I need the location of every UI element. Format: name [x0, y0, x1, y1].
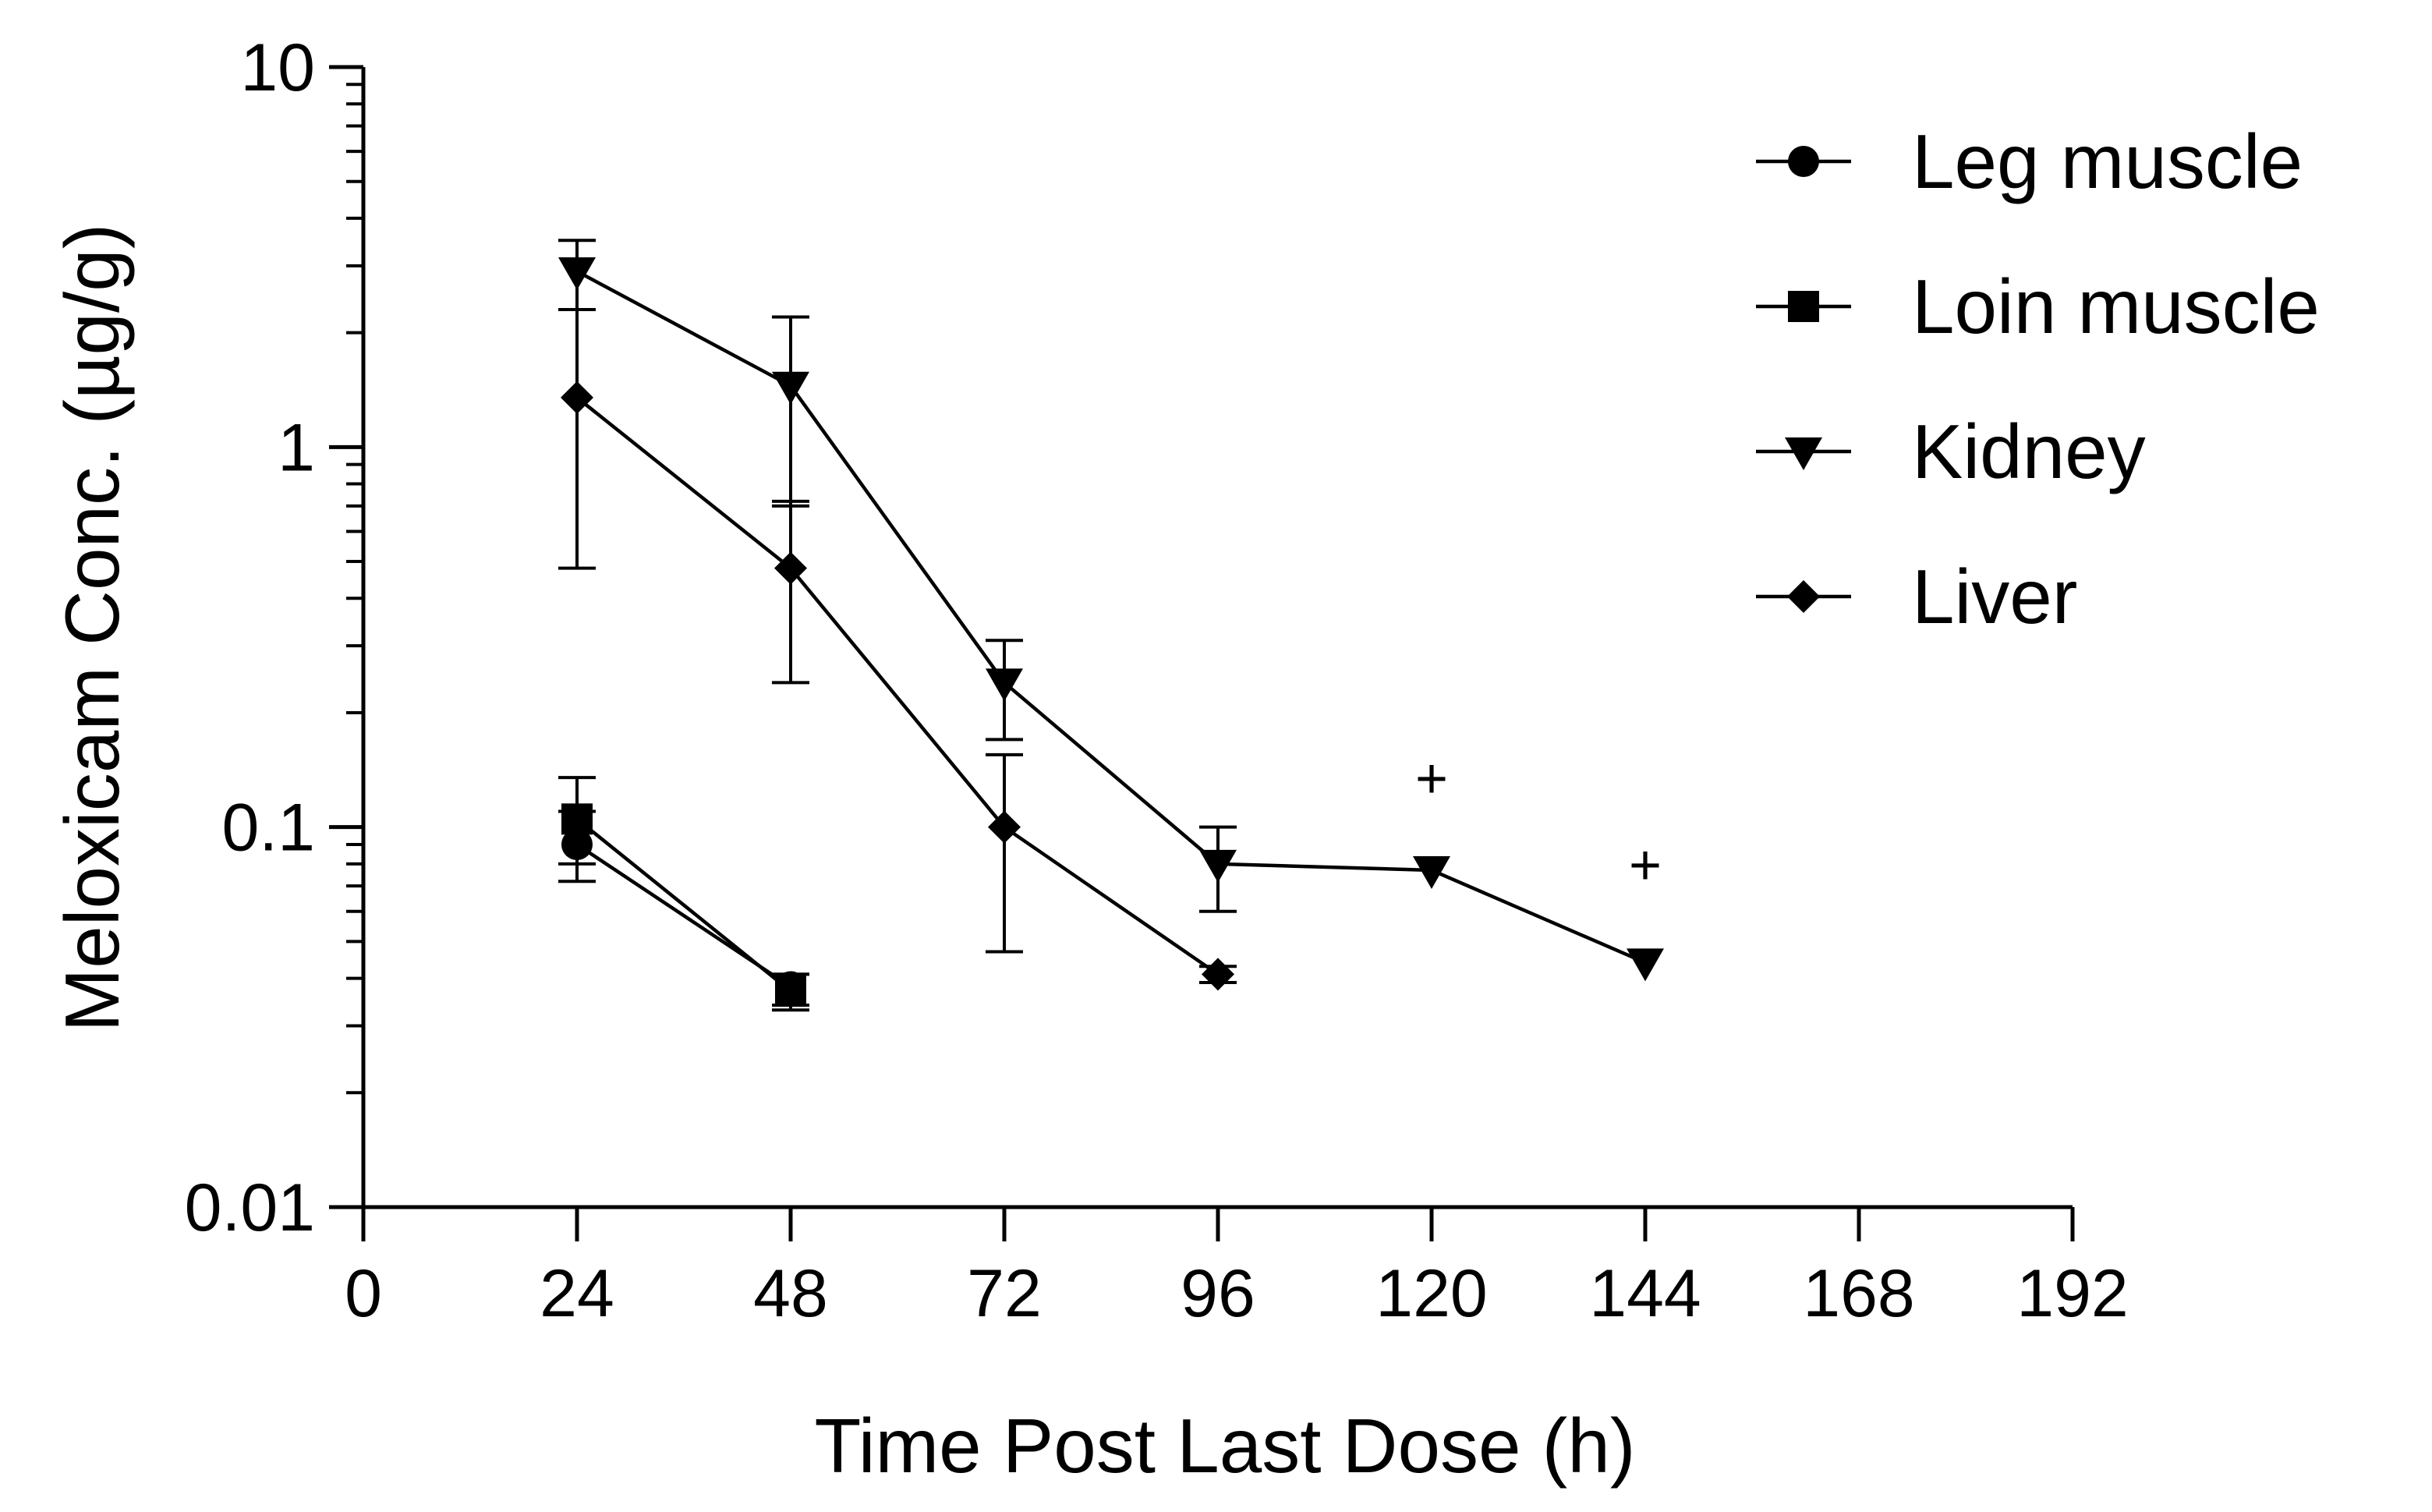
legend: Leg muscle Loin muscle Kidney Liver [1756, 119, 2320, 639]
annotation-plus: + [1629, 834, 1662, 897]
liver-point [1202, 958, 1234, 991]
ticks: 0.01 0.1 1 10 0 24 48 72 96 120 144 168 192 [185, 30, 2129, 1331]
legend-item-loin-muscle: Loin muscle [1756, 264, 2320, 349]
x-tick-label: 120 [1375, 1256, 1488, 1331]
legend-marker-leg-muscle [1788, 146, 1819, 177]
x-tick-label: 48 [753, 1256, 828, 1331]
kidney-point [986, 668, 1023, 702]
legend-item-liver: Liver [1756, 554, 2077, 639]
legend-label: Loin muscle [1912, 264, 2320, 349]
x-tick-label: 168 [1803, 1256, 1915, 1331]
series-layer [558, 239, 1664, 1012]
legend-label: Leg muscle [1912, 119, 2303, 204]
axes [361, 67, 2073, 1209]
liver-point [774, 551, 807, 585]
liver-point [988, 810, 1021, 844]
annotation-plus: + [1415, 748, 1448, 810]
legend-label: Kidney [1912, 409, 2146, 494]
y-tick-label: 10 [240, 30, 315, 105]
y-tick-label: 0.01 [185, 1170, 315, 1245]
series-liver [558, 308, 1237, 991]
x-tick-label: 192 [2016, 1256, 2129, 1331]
loin-muscle-point [775, 976, 806, 1007]
x-tick-label: 144 [1589, 1256, 1701, 1331]
kidney-point [1413, 855, 1450, 889]
annotations: ++ [1415, 748, 1662, 897]
series-kidney [558, 239, 1664, 982]
liver-line [575, 396, 1220, 976]
x-tick-label: 96 [1181, 1256, 1255, 1331]
series-loin-muscle [558, 776, 809, 1012]
loin-muscle-point [561, 803, 593, 835]
legend-marker-liver [1787, 580, 1820, 613]
y-tick-label: 0.1 [221, 791, 315, 866]
legend-label: Liver [1912, 554, 2077, 639]
kidney-point [1627, 948, 1664, 982]
legend-marker-loin-muscle [1788, 291, 1819, 322]
kidney-point [1199, 849, 1237, 883]
legend-item-leg-muscle: Leg muscle [1756, 119, 2303, 204]
kidney-point [772, 371, 809, 405]
y-axis-title: Meloxicam Conc. (µg/g) [49, 224, 135, 1032]
liver-point [561, 381, 593, 414]
legend-item-kidney: Kidney [1756, 409, 2146, 494]
legend-marker-kidney [1785, 437, 1822, 470]
kidney-point [558, 257, 596, 290]
x-tick-label: 0 [345, 1256, 382, 1331]
kidney-line [575, 270, 1646, 965]
loin-muscle-line [575, 817, 792, 993]
x-axis-title: Time Post Last Dose (h) [815, 1403, 1636, 1489]
x-tick-label: 24 [540, 1256, 614, 1331]
x-tick-label: 72 [967, 1256, 1042, 1331]
y-tick-label: 1 [278, 410, 315, 485]
